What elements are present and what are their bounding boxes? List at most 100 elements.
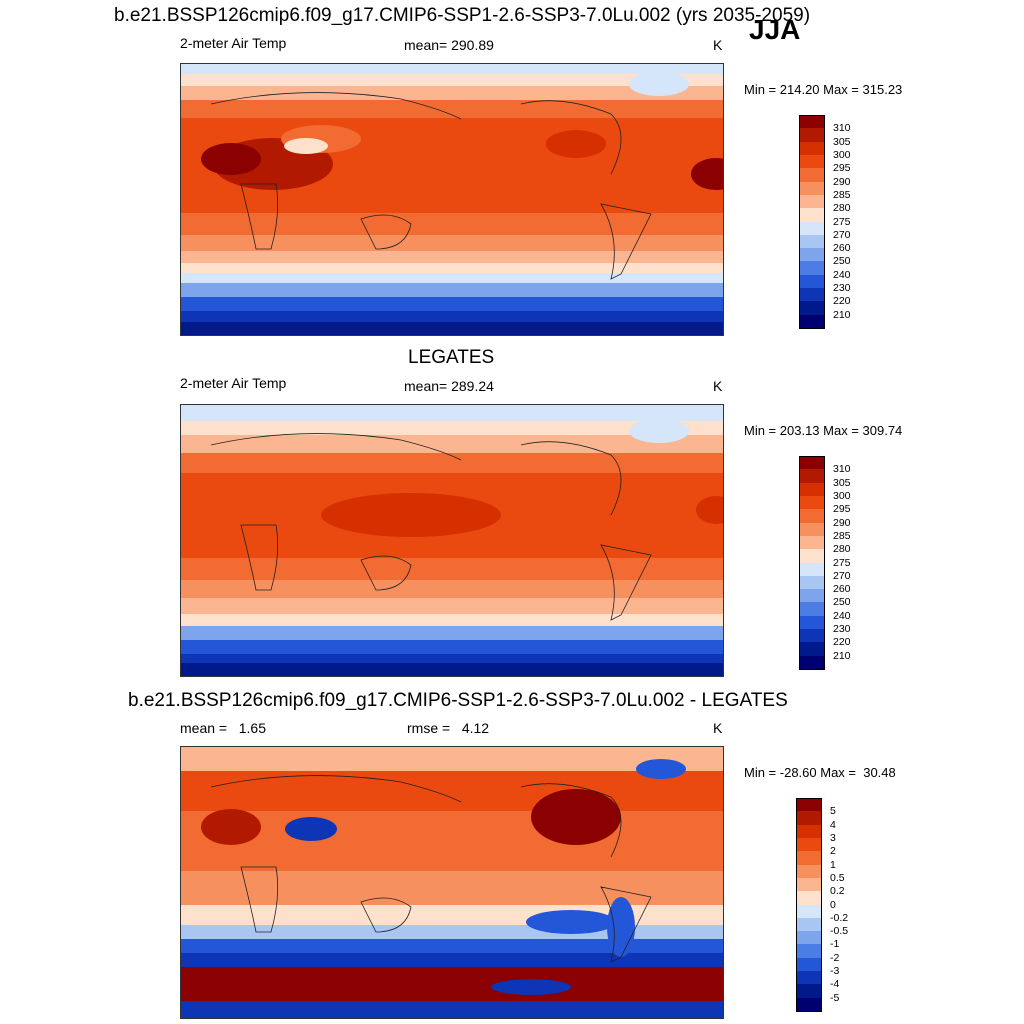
colorbar-swatch [799, 208, 825, 223]
panel-3-mean-label: mean = 1.65 [180, 720, 267, 736]
panel-1-coast-north-america [520, 100, 622, 175]
panel-1-hot-sahara [201, 143, 261, 175]
colorbar-tick-label: 240 [833, 268, 851, 281]
panel-3-map-field [181, 747, 723, 1018]
colorbar-tick-label: 210 [833, 308, 851, 321]
colorbar-swatch [799, 575, 825, 591]
colorbar-swatch [799, 482, 825, 497]
colorbar-swatch [796, 944, 822, 959]
colorbar-tick-label: 0 [830, 898, 836, 911]
colorbar-swatch [796, 984, 822, 999]
colorbar-swatch [796, 971, 822, 986]
panel-1-units: K [713, 37, 723, 53]
panel-3-southern-cold-blob [526, 910, 616, 934]
panel-2-minmax: Min = 203.13 Max = 309.74 [744, 423, 903, 438]
colorbar-tick-label: -1 [830, 938, 840, 951]
colorbar-swatch [799, 495, 825, 511]
panel-1-band-southern-ocean [181, 263, 723, 273]
colorbar-swatch [799, 154, 825, 170]
colorbar-swatch [799, 314, 825, 329]
colorbar-swatch [799, 168, 825, 183]
panel-1-north-america [546, 130, 606, 158]
panel-1-band-sea-ice [181, 273, 723, 283]
colorbar-swatch [799, 589, 825, 604]
colorbar-tick-label: 260 [833, 583, 851, 596]
colorbar-tick-label: 3 [830, 831, 836, 844]
panel-1-band-antarctic-edge [181, 283, 723, 297]
colorbar-swatch [796, 837, 822, 853]
panel-2-band-south-cool [181, 598, 723, 614]
panel-3-band-antarctic-interior [181, 1001, 723, 1018]
colorbar-swatch [799, 629, 825, 644]
panel-2-coast-south-america [600, 544, 652, 621]
colorbar-tick-label: 290 [833, 175, 851, 188]
panel-1-band-south-cool [181, 251, 723, 263]
colorbar-tick-label: 285 [833, 188, 851, 201]
colorbar-swatch [799, 642, 825, 657]
panel-2-band-southmid [181, 580, 723, 598]
colorbar-swatch [796, 957, 822, 973]
colorbar-tick-label: 275 [833, 215, 851, 228]
panel-2-band-southern-ocean [181, 614, 723, 626]
panel-3-band-tropics [181, 811, 723, 871]
colorbar-tick-label: 280 [833, 543, 851, 556]
panel-3-north-america-warm [531, 789, 621, 845]
colorbar-tick-label: 260 [833, 242, 851, 255]
panel-1-minmax: Min = 214.20 Max = 315.23 [744, 82, 903, 97]
colorbar-swatch [799, 562, 825, 577]
colorbar-tick-label: 5 [830, 805, 836, 818]
panel-3-coast-africa [240, 866, 279, 933]
panel-2-coast-eurasia [210, 433, 462, 461]
panel-2-map-field [181, 405, 723, 676]
colorbar-swatch [799, 535, 825, 551]
panel-2-band-antarctic [181, 640, 723, 654]
panel-1-band-southsub [181, 213, 723, 235]
panel-3-coast-south-america [600, 886, 652, 963]
panel-3-band-southsub [181, 871, 723, 905]
colorbar-swatch [799, 261, 825, 276]
panel-1-band-highlat [181, 86, 723, 100]
colorbar-swatch [799, 274, 825, 290]
panel-3-title: b.e21.BSSP126cmip6.f09_g17.CMIP6-SSP1-2.… [128, 690, 788, 711]
panel-3-antarctic-cold-patch [491, 979, 571, 995]
panel-3-coast-north-america [520, 783, 622, 858]
colorbar-tick-label: -3 [830, 965, 840, 978]
colorbar-swatch [799, 615, 825, 631]
colorbar-tick-label: 220 [833, 636, 851, 649]
panel-3-band-ice-edge-2 [181, 953, 723, 967]
panel-2-title: LEGATES [408, 347, 495, 368]
panel-1-map-field [181, 64, 723, 335]
colorbar-swatch [799, 141, 825, 156]
colorbar-swatch [796, 931, 822, 946]
panel-1-coast-australia [360, 214, 412, 250]
colorbar-tick-label: 0.2 [830, 885, 845, 898]
panel-3-band-antarctic [181, 967, 723, 1001]
colorbar-swatch [799, 128, 825, 143]
colorbar-tick-label: 305 [833, 135, 851, 148]
panel-1-band-subarctic [181, 74, 723, 86]
colorbar-swatch [799, 288, 825, 303]
panel-2-band-antarctic-plateau [181, 663, 723, 676]
colorbar-swatch [796, 997, 822, 1012]
colorbar-swatch [799, 194, 825, 210]
panel-1-band-midlat [181, 100, 723, 118]
panel-3-tibet-cold [285, 817, 337, 841]
colorbar-swatch [799, 469, 825, 484]
panel-3-band-northlat [181, 771, 723, 811]
panel-2-warm-pool [321, 493, 501, 537]
panel-2-mean-label: mean= 289.24 [404, 378, 494, 394]
colorbar-tick-label: 230 [833, 282, 851, 295]
panel-1-coast-south-america [600, 203, 652, 280]
panel-2-band-midlat [181, 453, 723, 473]
colorbar-tick-label: -0.5 [830, 925, 849, 938]
panel-2-coast-north-america [520, 441, 622, 516]
colorbar-tick-label: 290 [833, 516, 851, 529]
colorbar-tick-label: -2 [830, 951, 840, 964]
colorbar-tick-label: 310 [833, 122, 851, 135]
colorbar-swatch [799, 522, 825, 537]
panel-1-band-arctic [181, 64, 723, 74]
panel-3-map [180, 746, 724, 1019]
panel-1-band-southmid [181, 235, 723, 251]
colorbar-tick-label: 305 [833, 476, 851, 489]
colorbar-swatch [799, 181, 825, 196]
